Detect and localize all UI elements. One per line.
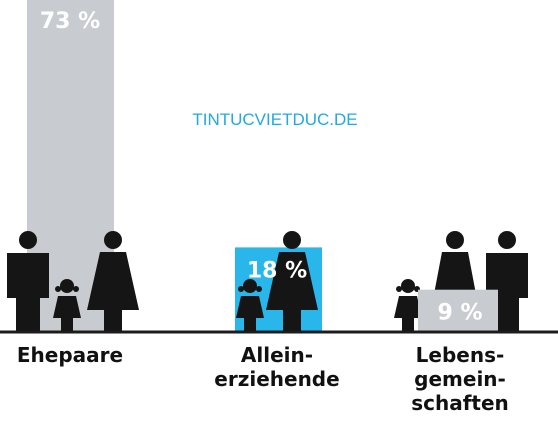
- value-labels-layer: 73 % 18 % 9 %: [40, 9, 483, 326]
- value-label: 18 %: [247, 258, 307, 283]
- category-label: Allein-erziehende: [214, 343, 339, 391]
- woman-icon: [87, 231, 139, 332]
- child-icon: [53, 279, 81, 332]
- value-label: 9 %: [437, 301, 482, 326]
- child-icon: [394, 279, 422, 332]
- overlay-bars-layer: [418, 289, 498, 332]
- category-labels-layer: Ehepaare Allein-erziehende Lebens-gemein-s…: [17, 343, 509, 415]
- child-icon: [236, 279, 264, 332]
- bar-lebensgemeinschaften: [418, 289, 498, 332]
- family-icons: [7, 231, 528, 332]
- watermark: TINTUCVIETDUC.DE: [192, 110, 357, 129]
- category-label: Lebens-gemein-schaften: [411, 343, 509, 415]
- man-icon: [7, 231, 49, 332]
- value-label: 73 %: [40, 9, 100, 34]
- category-label: Ehepaare: [17, 343, 123, 367]
- woman-icon: [266, 231, 318, 332]
